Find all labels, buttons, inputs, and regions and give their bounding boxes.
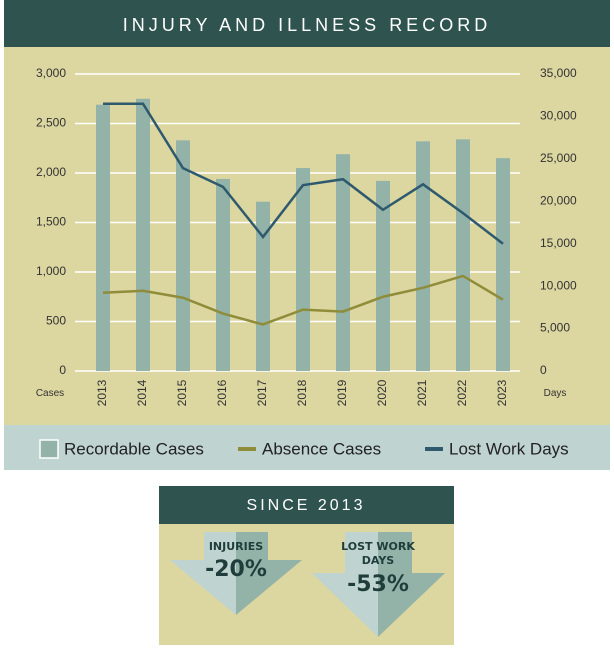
arrow-right-half bbox=[378, 532, 445, 637]
x-tick-label: 2018 bbox=[295, 379, 309, 406]
summary-value: -53% bbox=[347, 572, 409, 597]
x-tick-label: 2019 bbox=[335, 379, 349, 406]
legend-label: Recordable Cases bbox=[64, 439, 204, 458]
y2-tick-label: 15,000 bbox=[540, 236, 577, 250]
legend-swatch bbox=[238, 447, 256, 451]
legend-band bbox=[4, 425, 610, 470]
bar bbox=[376, 180, 390, 371]
x-tick-label: 2023 bbox=[495, 379, 509, 406]
x-tick-label: 2015 bbox=[175, 379, 189, 406]
y2-tick-label: 35,000 bbox=[540, 66, 577, 80]
title-band bbox=[4, 0, 610, 47]
arrow-left-half bbox=[312, 532, 378, 637]
y2-tick-label: 0 bbox=[540, 363, 547, 377]
bar bbox=[96, 104, 110, 371]
y-tick-label: 1,000 bbox=[36, 264, 66, 278]
bar bbox=[416, 141, 430, 371]
y-axis-label: Cases bbox=[36, 388, 64, 399]
y2-tick-label: 10,000 bbox=[540, 278, 577, 292]
bar bbox=[296, 168, 310, 371]
legend-swatch bbox=[425, 447, 443, 451]
x-tick-label: 2014 bbox=[135, 379, 149, 406]
x-tick-label: 2013 bbox=[95, 379, 109, 406]
summary-label: INJURIES bbox=[208, 540, 264, 553]
x-tick-label: 2021 bbox=[415, 379, 429, 406]
y2-tick-label: 5,000 bbox=[540, 321, 570, 335]
arrow-left-half bbox=[170, 532, 236, 615]
bar bbox=[256, 201, 270, 371]
y-tick-label: 0 bbox=[59, 363, 66, 377]
x-tick-label: 2020 bbox=[375, 379, 389, 406]
y2-tick-label: 30,000 bbox=[540, 109, 577, 123]
bar bbox=[136, 98, 150, 371]
y-tick-label: 500 bbox=[46, 314, 66, 328]
y2-tick-label: 25,000 bbox=[540, 151, 577, 165]
y-tick-label: 2,000 bbox=[36, 165, 66, 179]
bar bbox=[336, 154, 350, 371]
legend-label: Lost Work Days bbox=[449, 439, 569, 458]
summary-label: LOST WORK DAYS bbox=[341, 540, 415, 567]
legend-swatch bbox=[39, 439, 59, 459]
x-tick-label: 2016 bbox=[215, 379, 229, 406]
bar bbox=[176, 140, 190, 371]
chart-title: INJURY AND ILLNESS RECORD bbox=[123, 15, 491, 35]
summary-header bbox=[159, 486, 454, 524]
y2-tick-label: 20,000 bbox=[540, 193, 577, 207]
x-tick-label: 2022 bbox=[455, 379, 469, 406]
y-tick-label: 2,500 bbox=[36, 116, 66, 130]
summary-title: SINCE 2013 bbox=[247, 497, 366, 514]
bar bbox=[456, 139, 470, 371]
y2-axis-label: Days bbox=[544, 388, 567, 399]
line bbox=[103, 102, 504, 245]
x-tick-label: 2017 bbox=[255, 379, 269, 406]
arrow-right-half bbox=[236, 532, 302, 615]
legend-label: Absence Cases bbox=[262, 439, 381, 458]
bar bbox=[216, 178, 230, 371]
y-tick-label: 3,000 bbox=[36, 66, 66, 80]
y-tick-label: 1,500 bbox=[36, 215, 66, 229]
summary-value: -20% bbox=[205, 557, 267, 582]
line bbox=[102, 274, 504, 326]
bar bbox=[496, 158, 510, 371]
